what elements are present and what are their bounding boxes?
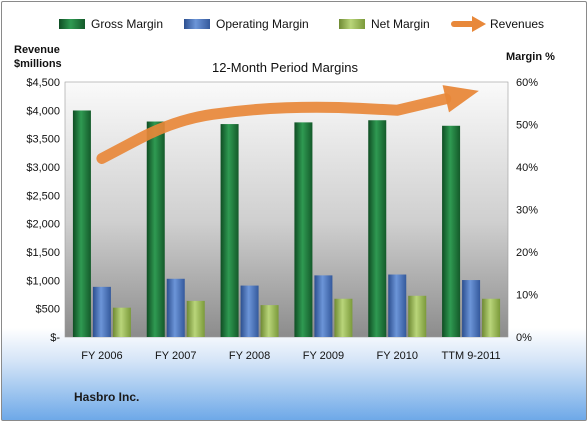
left-axis-ticks: $- $500 $1,000 $1,500 $2,000 $2,500 $3,000 $3,5…	[26, 77, 60, 344]
x-tick-label: FY 2008	[229, 350, 270, 362]
left-tick-label: $3,000	[26, 162, 60, 174]
left-axis-title-line2: $millions	[14, 58, 62, 70]
left-tick-label: $1,500	[26, 247, 60, 259]
plot-area	[64, 81, 509, 338]
x-tick-label: FY 2007	[155, 350, 196, 362]
legend-swatch-net-margin	[339, 19, 365, 29]
right-tick-label: 60%	[516, 77, 538, 89]
right-axis-ticks: 0% 10% 20% 30% 40% 50% 60%	[516, 77, 538, 344]
bar-net-margin	[260, 305, 279, 337]
left-tick-label: $3,500	[26, 134, 60, 146]
bar-net-margin	[482, 298, 501, 337]
legend-swatch-gross-margin	[59, 19, 85, 29]
legend-label-net-margin: Net Margin	[371, 17, 430, 31]
left-tick-label: $500	[36, 304, 60, 316]
revenue-line	[96, 93, 452, 164]
left-tick-label: $4,000	[26, 105, 60, 117]
bar-operating-margin	[388, 274, 407, 337]
legend-label-gross-margin: Gross Margin	[91, 17, 163, 31]
x-tick-label: TTM 9-2011	[442, 350, 501, 362]
legend-label-revenues: Revenues	[490, 17, 544, 31]
bars	[72, 110, 501, 338]
bar-net-margin	[334, 298, 353, 337]
x-tick-label: FY 2010	[377, 350, 418, 362]
right-tick-label: 30%	[516, 205, 538, 217]
x-axis-labels: FY 2006 FY 2007 FY 2008 FY 2009 FY 2010 TTM 9…	[81, 350, 500, 362]
bar-operating-margin	[240, 285, 259, 337]
bar-gross-margin	[220, 124, 239, 337]
left-tick-label: $-	[50, 332, 60, 344]
bar-operating-margin	[462, 280, 481, 337]
bar-gross-margin	[146, 121, 165, 338]
bar-gross-margin	[72, 110, 91, 337]
revenue-series	[96, 85, 479, 164]
revenue-arrowhead	[442, 85, 479, 113]
left-tick-label: $2,500	[26, 190, 60, 202]
bar-gross-margin	[294, 122, 313, 337]
x-tick-label: FY 2009	[303, 350, 344, 362]
bar-operating-margin	[314, 275, 333, 337]
company-name: Hasbro Inc.	[74, 390, 140, 404]
right-tick-label: 0%	[516, 332, 532, 344]
bar-net-margin	[408, 295, 427, 337]
bar-net-margin	[112, 307, 131, 337]
legend-swatch-operating-margin	[184, 19, 210, 29]
x-tick-label: FY 2006	[81, 350, 122, 362]
right-tick-label: 20%	[516, 247, 538, 259]
left-axis-title-line1: Revenue	[14, 44, 60, 56]
legend-swatch-revenues	[451, 16, 486, 32]
bar-gross-margin	[442, 125, 461, 338]
right-axis-title: Margin %	[506, 51, 555, 63]
right-tick-label: 50%	[516, 120, 538, 132]
chart-title: 12-Month Period Margins	[212, 60, 358, 75]
bar-operating-margin	[92, 286, 111, 337]
left-tick-label: $4,500	[26, 77, 60, 89]
left-tick-label: $1,000	[26, 275, 60, 287]
legend: Gross Margin Operating Margin Net Margin…	[59, 16, 544, 32]
legend-label-operating-margin: Operating Margin	[216, 17, 309, 31]
bar-net-margin	[186, 300, 205, 337]
bar-operating-margin	[166, 278, 185, 337]
bar-gross-margin	[368, 120, 387, 337]
left-tick-label: $2,000	[26, 219, 60, 231]
right-tick-label: 40%	[516, 162, 538, 174]
right-tick-label: 10%	[516, 290, 538, 302]
